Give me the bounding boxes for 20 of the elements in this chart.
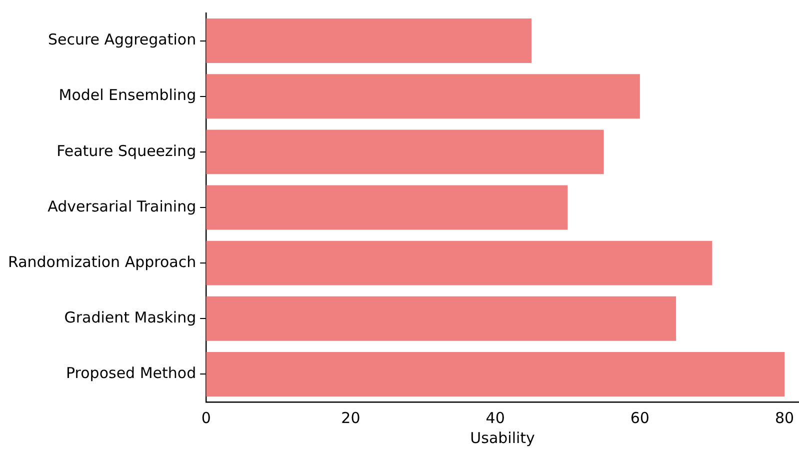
y-tick-label: Feature Squeezing — [56, 142, 196, 160]
x-tick-label: 20 — [341, 408, 360, 427]
bar — [206, 352, 785, 396]
y-tick-label: Proposed Method — [66, 364, 196, 382]
y-tick-label: Randomization Approach — [8, 252, 196, 271]
x-tick-label: 40 — [486, 408, 505, 427]
x-tick-label: 0 — [201, 408, 211, 427]
y-tick-label: Secure Aggregation — [48, 30, 196, 49]
bar — [206, 74, 640, 119]
x-axis-title: Usability — [470, 428, 536, 447]
y-tick-label: Gradient Masking — [64, 308, 196, 327]
x-tick-label: 80 — [774, 408, 794, 427]
y-tick-label: Model Ensembling — [58, 86, 196, 104]
bar — [206, 18, 532, 64]
y-tick-label: Adversarial Training — [48, 197, 196, 216]
bar — [206, 296, 676, 341]
bar — [206, 240, 712, 286]
x-tick-label: 60 — [630, 408, 650, 427]
bar — [206, 185, 568, 230]
bar — [206, 130, 604, 174]
